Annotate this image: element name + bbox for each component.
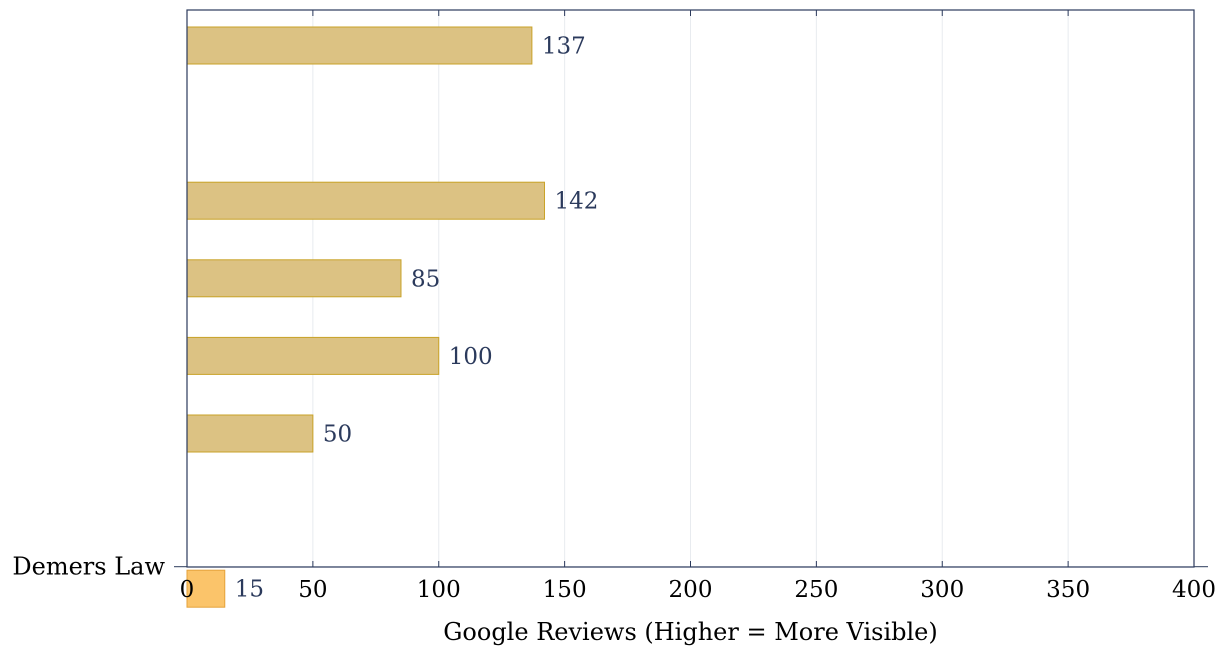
x-tick-label-300: 300 — [920, 577, 964, 603]
x-tick-label-0: 0 — [180, 577, 195, 603]
x-tick-label-250: 250 — [794, 577, 838, 603]
data-label-5: 15 — [235, 577, 264, 603]
bar-highlight — [186, 569, 226, 608]
x-tick-label-150: 150 — [543, 577, 587, 603]
bar-1 — [186, 181, 545, 220]
data-label-2: 85 — [411, 266, 440, 292]
data-label-1: 142 — [554, 189, 598, 215]
bars — [186, 26, 545, 608]
bar-3 — [186, 336, 440, 375]
data-label-3: 100 — [449, 344, 493, 370]
x-tick-label-350: 350 — [1046, 577, 1090, 603]
grid-lines — [187, 10, 1194, 568]
data-label-4: 50 — [323, 422, 352, 448]
bar-4 — [186, 414, 314, 453]
bar-0 — [186, 26, 533, 65]
data-labels: 137 142 85 100 50 15 — [235, 34, 599, 603]
bar-2 — [186, 259, 402, 298]
x-tick-label-100: 100 — [417, 577, 461, 603]
x-axis-title: Google Reviews (Higher = More Visible) — [443, 618, 937, 646]
x-tick-label-400: 400 — [1172, 577, 1216, 603]
category-labels: Demers Law — [12, 553, 165, 581]
x-tick-label-200: 200 — [669, 577, 713, 603]
data-label-0: 137 — [542, 34, 586, 60]
x-tick-label-50: 50 — [298, 577, 327, 603]
category-label-5: Demers Law — [12, 553, 165, 581]
x-axis-ticks: 0 50 100 150 200 250 300 350 400 — [180, 10, 1216, 603]
